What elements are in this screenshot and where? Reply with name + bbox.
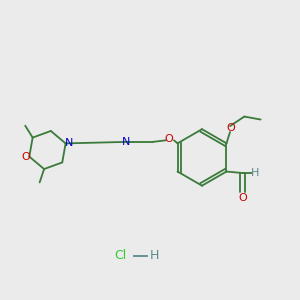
Text: O: O [21, 152, 30, 162]
Text: H: H [251, 168, 260, 178]
Text: N: N [64, 138, 73, 148]
Text: O: O [226, 123, 235, 133]
Text: O: O [238, 193, 247, 203]
Text: O: O [165, 134, 174, 144]
Text: Cl: Cl [114, 249, 126, 262]
Text: H: H [150, 249, 159, 262]
Text: N: N [122, 137, 130, 147]
